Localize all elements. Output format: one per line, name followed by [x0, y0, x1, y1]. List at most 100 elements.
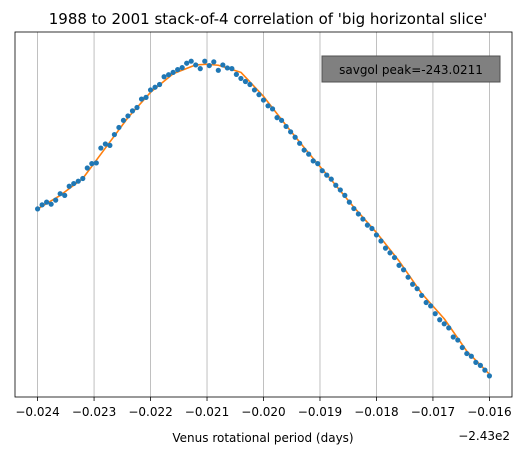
data-point — [161, 74, 167, 80]
data-point — [224, 65, 230, 71]
data-point — [428, 303, 434, 309]
data-point — [486, 373, 493, 379]
data-point — [206, 62, 212, 69]
data-point — [120, 117, 127, 123]
x-axis-label: Venus rotational period (days) — [172, 431, 353, 445]
data-point — [459, 344, 465, 351]
data-point — [378, 238, 384, 244]
x-tick-label: −0.024 — [15, 405, 59, 419]
data-point — [473, 359, 479, 365]
data-point — [93, 160, 99, 166]
annotation-box: savgol peak=-243.0211 — [321, 55, 501, 83]
data-point — [265, 103, 271, 109]
data-point — [382, 245, 389, 251]
data-point — [351, 205, 357, 212]
data-point — [39, 202, 45, 208]
data-point — [215, 67, 221, 73]
data-point — [80, 175, 86, 182]
data-point — [319, 168, 325, 174]
data-point — [138, 96, 145, 102]
chart-title: 1988 to 2001 stack-of-4 correlation of '… — [49, 10, 488, 28]
data-point — [269, 106, 276, 112]
data-point — [220, 62, 226, 68]
annotation-text: savgol peak=-243.0211 — [339, 63, 483, 77]
data-point — [391, 254, 398, 261]
data-point — [437, 317, 443, 323]
data-point — [360, 216, 366, 222]
data-point — [44, 199, 50, 205]
data-point — [414, 286, 420, 292]
data-point — [288, 129, 294, 135]
data-point — [98, 145, 104, 151]
data-point — [328, 176, 334, 182]
data-point — [432, 311, 438, 317]
data-point — [238, 75, 244, 82]
data-point — [315, 161, 321, 167]
data-point — [297, 140, 303, 146]
data-point — [292, 134, 298, 140]
data-point — [468, 353, 474, 359]
data-point — [184, 60, 190, 66]
data-point — [419, 292, 425, 299]
data-point — [57, 191, 63, 197]
data-point — [193, 62, 199, 68]
data-point — [197, 66, 203, 72]
data-point — [396, 262, 402, 268]
data-point — [102, 141, 108, 147]
data-point — [369, 225, 375, 232]
x-tick-label: −0.019 — [298, 405, 342, 419]
data-point — [410, 281, 416, 287]
data-point — [166, 72, 172, 78]
x-tick-label: −0.016 — [467, 405, 511, 419]
data-point — [477, 362, 483, 368]
x-tick-label: −0.023 — [72, 405, 116, 419]
x-tick-label: −0.018 — [354, 405, 398, 419]
data-point — [274, 115, 280, 121]
data-point — [152, 84, 158, 90]
data-point — [364, 222, 371, 228]
data-point — [107, 142, 113, 148]
data-point — [446, 325, 452, 331]
data-point — [301, 147, 307, 153]
x-tick-label: −0.021 — [185, 405, 229, 419]
data-point — [256, 92, 262, 98]
data-point — [179, 65, 185, 71]
data-point — [129, 108, 136, 114]
data-point — [373, 232, 380, 238]
data-point — [66, 183, 72, 189]
data-point — [337, 187, 343, 193]
data-point — [233, 71, 239, 77]
data-point — [278, 117, 285, 123]
data-point — [455, 337, 461, 343]
data-point — [306, 151, 312, 157]
data-point — [202, 58, 208, 64]
data-point — [387, 250, 393, 256]
data-point — [405, 274, 411, 280]
data-point — [441, 321, 447, 327]
data-point — [400, 267, 407, 273]
data-point — [125, 113, 131, 119]
data-point — [170, 69, 176, 75]
data-point — [75, 178, 81, 184]
data-point — [48, 201, 54, 207]
data-point — [71, 180, 77, 187]
data-point — [346, 199, 352, 205]
data-point — [423, 299, 429, 306]
data-point — [147, 87, 154, 93]
gridlines — [37, 32, 490, 397]
data-point — [111, 131, 117, 138]
data-point — [143, 94, 149, 100]
data-point — [333, 182, 339, 188]
data-point — [247, 81, 253, 88]
data-point — [251, 87, 258, 93]
data-point — [464, 350, 470, 357]
data-point — [89, 161, 95, 167]
data-point — [260, 97, 267, 103]
x-ticks: −0.024 −0.023 −0.022 −0.021 −0.020 −0.019 −0.0… — [15, 397, 512, 419]
data-point — [34, 206, 41, 212]
data-point — [283, 123, 289, 130]
x-tick-label: −0.022 — [128, 405, 172, 419]
data-point — [342, 192, 348, 198]
data-point — [310, 158, 316, 164]
